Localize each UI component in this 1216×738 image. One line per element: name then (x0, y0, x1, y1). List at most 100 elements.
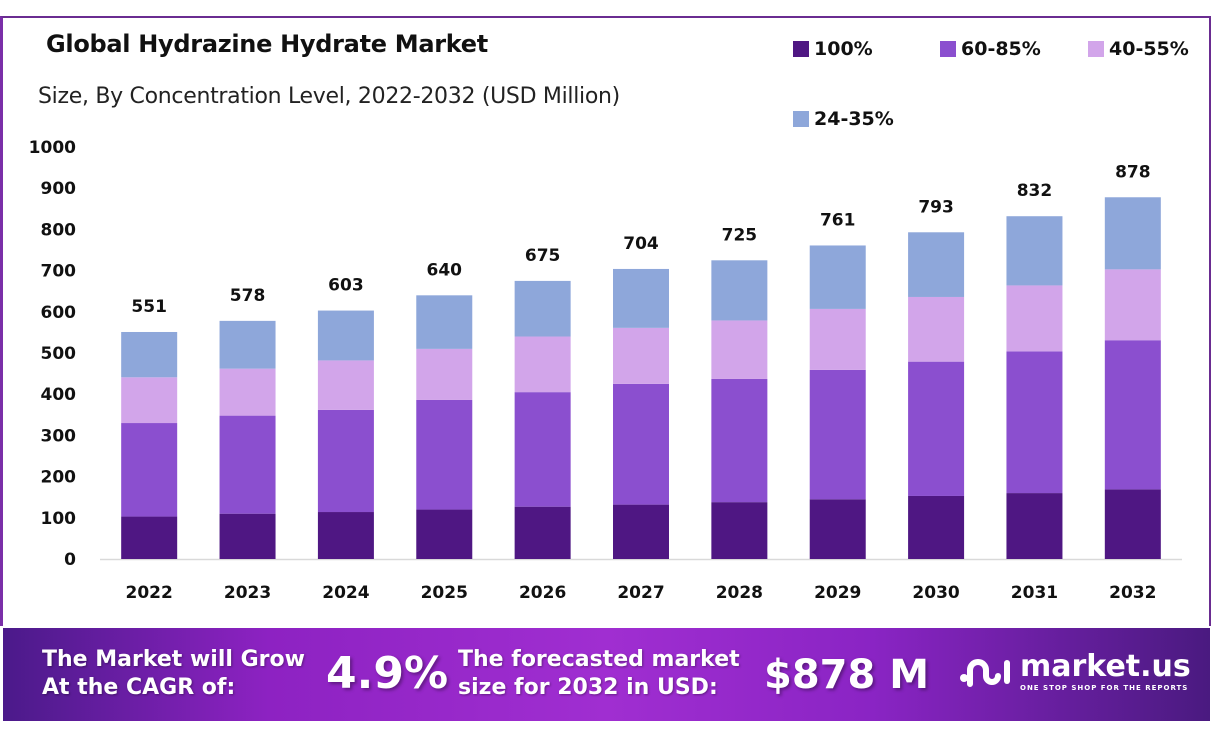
y-tick-label: 100 (41, 509, 77, 529)
x-tick-label: 2028 (716, 583, 763, 603)
bar-segment-60-85pct-2029 (809, 369, 866, 500)
forecast-caption-line2: size for 2032 in USD: (458, 675, 718, 700)
bar-segment-60-85pct-2030 (908, 361, 965, 496)
bar-segment-24-35pct-2030 (908, 232, 965, 297)
chart-title: Global Hydrazine Hydrate Market (46, 30, 488, 58)
bar-segment-60-85pct-2027 (613, 383, 669, 505)
logo-name: market.us (1020, 649, 1191, 684)
logo-tagline: ONE STOP SHOP FOR THE REPORTS (1020, 684, 1189, 692)
legend-label-40-55: 40-55% (1109, 38, 1189, 60)
bar-segment-40-55pct-2026 (514, 336, 571, 393)
bar-segment-100pct-2027 (613, 504, 669, 559)
market-us-logo: market.us ONE STOP SHOP FOR THE REPORTS (958, 652, 1191, 692)
forecast-caption: The forecasted market size for 2032 in U… (458, 646, 740, 702)
bar-segment-40-55pct-2030 (908, 296, 965, 362)
x-tick-label: 2031 (1011, 583, 1058, 603)
bar-total-label: 878 (1115, 162, 1151, 182)
cagr-caption: The Market will Grow At the CAGR of: (42, 646, 305, 702)
bar-segment-100pct-2026 (514, 506, 571, 559)
bar-segment-40-55pct-2029 (809, 308, 866, 370)
bar-segment-40-55pct-2025 (416, 348, 473, 400)
legend-swatch-24-35 (793, 111, 809, 127)
legend-item-40-55: 40-55% (1088, 38, 1189, 60)
bar-segment-100pct-2029 (809, 499, 866, 559)
y-tick-label: 0 (64, 550, 76, 570)
market-us-logo-icon (960, 659, 1010, 687)
bar-segment-40-55pct-2032 (1104, 269, 1161, 341)
x-tick-label: 2026 (519, 583, 566, 603)
bar-segment-60-85pct-2022 (121, 423, 178, 517)
bar-total-label: 578 (230, 286, 266, 306)
x-tick-label: 2022 (126, 583, 173, 603)
y-tick-label: 800 (41, 220, 77, 240)
bar-total-label: 603 (328, 276, 364, 296)
cagr-value: 4.9% (326, 648, 449, 699)
bar-segment-60-85pct-2026 (514, 392, 571, 507)
forecast-caption-line1: The forecasted market (458, 647, 740, 672)
legend-label-60-85: 60-85% (961, 38, 1041, 60)
bar-total-label: 675 (525, 246, 561, 266)
legend-swatch-60-85 (940, 41, 956, 57)
bar-segment-40-55pct-2027 (613, 327, 669, 384)
bar-segment-40-55pct-2023 (219, 368, 276, 416)
bar-segment-100pct-2023 (219, 513, 276, 559)
y-tick-label: 1000 (29, 138, 76, 158)
y-tick-label: 500 (41, 344, 77, 364)
bar-segment-100pct-2022 (121, 516, 178, 559)
bar-total-label: 725 (722, 225, 758, 245)
legend-item-24-35: 24-35% (793, 108, 894, 130)
y-tick-label: 700 (41, 262, 77, 282)
bar-segment-24-35pct-2028 (711, 260, 768, 321)
legend-item-60-85: 60-85% (940, 38, 1041, 60)
bar-segment-100pct-2024 (317, 512, 374, 559)
bar-total-label: 793 (918, 197, 954, 217)
bar-segment-40-55pct-2022 (121, 377, 178, 424)
bar-segment-60-85pct-2028 (711, 378, 768, 503)
bar-segment-60-85pct-2024 (317, 409, 374, 513)
bar-segment-24-35pct-2032 (1104, 197, 1161, 270)
y-tick-label: 300 (41, 426, 77, 446)
x-tick-label: 2023 (224, 583, 271, 603)
y-tick-label: 400 (41, 385, 77, 405)
bar-segment-60-85pct-2023 (219, 415, 276, 514)
x-tick-label: 2032 (1109, 583, 1156, 603)
bar-total-label: 761 (820, 210, 856, 230)
x-tick-label: 2025 (421, 583, 468, 603)
bar-segment-40-55pct-2028 (711, 320, 768, 379)
y-tick-label: 900 (41, 179, 77, 199)
legend-label-24-35: 24-35% (814, 108, 894, 130)
bar-segment-24-35pct-2027 (613, 268, 669, 328)
bar-segment-100pct-2025 (416, 509, 473, 559)
bar-segment-24-35pct-2023 (219, 320, 276, 369)
forecast-value: $878 M (764, 652, 930, 698)
bar-total-label: 704 (623, 234, 659, 254)
y-tick-label: 200 (41, 468, 77, 488)
legend-item-100: 100% (793, 38, 873, 60)
bar-segment-40-55pct-2031 (1006, 285, 1063, 352)
bar-segment-100pct-2028 (711, 502, 768, 559)
bar-segment-100pct-2030 (908, 495, 965, 559)
cagr-caption-line2: At the CAGR of: (42, 675, 236, 700)
bar-segment-60-85pct-2025 (416, 399, 473, 510)
legend-swatch-100 (793, 41, 809, 57)
bar-segment-24-35pct-2024 (317, 310, 374, 361)
x-tick-label: 2029 (814, 583, 861, 603)
bar-total-label: 832 (1017, 181, 1053, 201)
bar-segment-60-85pct-2031 (1006, 351, 1063, 494)
y-tick-label: 600 (41, 303, 77, 323)
x-tick-label: 2024 (322, 583, 369, 603)
x-tick-label: 2030 (912, 583, 959, 603)
bar-segment-100pct-2032 (1104, 489, 1161, 559)
cagr-caption-line1: The Market will Grow (42, 647, 305, 672)
bar-segment-24-35pct-2022 (121, 331, 178, 378)
legend-label-100: 100% (814, 38, 873, 60)
bar-total-label: 640 (427, 260, 463, 280)
bar-segment-24-35pct-2026 (514, 280, 571, 337)
stacked-bar-chart: 0 100 200 300 400 500 600 700 800 900 1000 551 2022 5… (29, 138, 1182, 603)
bar-segment-40-55pct-2024 (317, 360, 374, 410)
bar-segment-100pct-2031 (1006, 493, 1063, 559)
bar-segment-24-35pct-2029 (809, 245, 866, 309)
bar-total-label: 551 (131, 297, 167, 317)
bar-segment-60-85pct-2032 (1104, 340, 1161, 490)
legend-swatch-40-55 (1088, 41, 1104, 57)
